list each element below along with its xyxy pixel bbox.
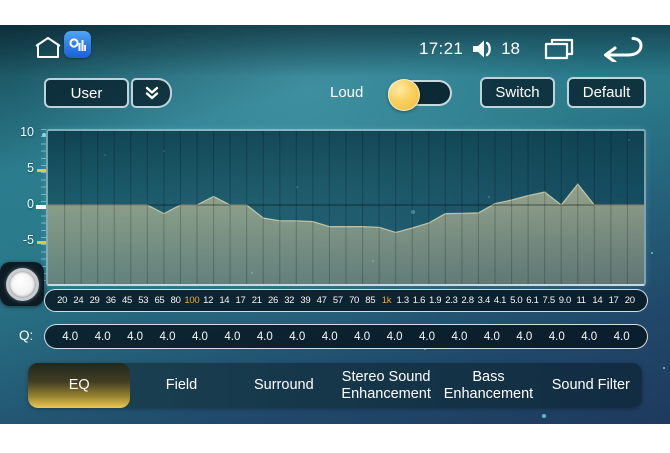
recent-apps-icon[interactable] — [542, 37, 576, 61]
q-value[interactable]: 4.0 — [613, 330, 630, 343]
default-button-label: Default — [582, 84, 631, 101]
band-select-knob[interactable] — [0, 262, 44, 306]
bottom-tab-bar: EQ Field Surround Stereo Sound Enhancement B… — [28, 363, 642, 408]
frequency-band-label[interactable]: 20 — [57, 295, 68, 306]
frequency-band-label[interactable]: 6.1 — [526, 295, 539, 306]
frequency-band-label[interactable]: 36 — [105, 295, 116, 306]
y-axis-tick-label: -5 — [22, 233, 34, 247]
q-value[interactable]: 4.0 — [256, 330, 273, 343]
preset-expand-button[interactable] — [131, 78, 172, 108]
volume-icon — [469, 38, 497, 60]
q-value[interactable]: 4.0 — [127, 330, 144, 343]
q-value[interactable]: 4.0 — [354, 330, 371, 343]
q-value[interactable]: 4.0 — [419, 330, 436, 343]
q-value[interactable]: 4.0 — [224, 330, 241, 343]
q-value[interactable]: 4.0 — [191, 330, 208, 343]
frequency-band-label[interactable]: 3.4 — [477, 295, 491, 306]
equalizer-app: 17:21 18 User — [0, 25, 670, 424]
frequency-band-label[interactable]: 80 — [170, 295, 181, 306]
frequency-band-label[interactable]: 24 — [73, 295, 84, 306]
q-values-row: 4.0 4.0 4.0 4.0 4.0 4.0 4.0 4.0 4.0 4.0 4.0 4.0 4.0 4… — [44, 324, 648, 349]
frequency-band-row: 20 24 29 36 45 53 65 80 100 12 14 17 21 26 32 39 47 57 70 8… — [44, 289, 648, 312]
y-axis-labels: 10 5 0 -5 — [10, 125, 34, 286]
frequency-band-label[interactable]: 11 — [576, 295, 586, 306]
switch-button-label: Switch — [495, 84, 540, 101]
tab-field[interactable]: Field — [165, 377, 198, 394]
frequency-band-label[interactable]: 39 — [300, 295, 311, 306]
frequency-band-label[interactable]: 17 — [235, 295, 246, 306]
tab-sound-filter[interactable]: Sound Filter — [551, 377, 630, 394]
preset-select-button[interactable]: User — [44, 78, 129, 108]
statusbar-right: 17:21 18 — [419, 34, 644, 64]
frequency-band-label[interactable]: 5.0 — [510, 295, 523, 306]
q-row-label: Q: — [19, 328, 34, 343]
preset-select-label: User — [70, 84, 103, 102]
q-value[interactable]: 4.0 — [516, 330, 533, 343]
frequency-band-label[interactable]: 1.6 — [412, 295, 426, 306]
q-value[interactable]: 4.0 — [581, 330, 598, 343]
frequency-band-label[interactable]: 45 — [122, 295, 132, 306]
tab-stereo-sound-enhancement[interactable]: Stereo Sound Enhancement — [341, 369, 431, 402]
default-button[interactable]: Default — [567, 77, 646, 108]
switch-button[interactable]: Switch — [480, 77, 555, 108]
frequency-band-label[interactable]: 26 — [267, 295, 278, 306]
frequency-band-label[interactable]: 21 — [251, 295, 262, 306]
loud-toggle[interactable] — [388, 79, 452, 111]
frequency-band-label[interactable]: 17 — [608, 295, 619, 306]
q-value[interactable]: 4.0 — [386, 330, 403, 343]
double-chevron-down-icon — [143, 85, 161, 101]
frequency-band-label[interactable]: 20 — [624, 295, 635, 306]
y-axis-tick-label: 10 — [20, 125, 34, 139]
frequency-band-label[interactable]: 14 — [592, 295, 603, 306]
statusbar-background — [0, 25, 670, 77]
y-axis-tick-label: 0 — [27, 197, 34, 211]
frequency-band-label[interactable]: 85 — [365, 295, 376, 306]
frequency-band-label[interactable]: 2.8 — [461, 295, 474, 306]
frequency-band-label[interactable]: 29 — [89, 295, 100, 306]
frequency-band-label[interactable]: 53 — [138, 295, 149, 306]
q-value[interactable]: 4.0 — [289, 330, 306, 343]
q-value[interactable]: 4.0 — [94, 330, 111, 343]
q-value[interactable]: 4.0 — [62, 330, 79, 343]
back-icon[interactable] — [598, 36, 644, 62]
y-axis-major-tick — [42, 133, 46, 137]
frequency-band-label[interactable]: 65 — [154, 295, 165, 306]
q-value[interactable]: 4.0 — [159, 330, 176, 343]
loud-label: Loud — [330, 84, 364, 101]
frequency-band-label[interactable]: 7.5 — [542, 295, 556, 306]
q-value[interactable]: 4.0 — [321, 330, 338, 343]
frequency-band-label[interactable]: 2.3 — [445, 295, 458, 306]
tab-surround[interactable]: Surround — [253, 377, 314, 394]
band-select-knob-dial[interactable] — [5, 267, 39, 301]
q-value[interactable]: 4.0 — [483, 330, 500, 343]
frequency-band-label[interactable]: 9.0 — [558, 295, 572, 306]
frequency-band-label[interactable]: 70 — [349, 295, 360, 306]
frequency-band-label[interactable]: 47 — [316, 295, 327, 306]
frequency-band-label[interactable]: 100 — [184, 295, 200, 306]
frequency-band-label[interactable]: 1.9 — [428, 295, 442, 306]
loud-toggle-knob[interactable] — [388, 79, 420, 111]
frequency-band-label[interactable]: 1k — [381, 295, 392, 306]
q-value[interactable]: 4.0 — [451, 330, 468, 343]
eq-curve-plot[interactable] — [46, 129, 646, 286]
y-axis-ruler — [36, 129, 46, 287]
volume-level: 18 — [501, 39, 520, 58]
frequency-band-label[interactable]: 12 — [203, 295, 214, 306]
q-value[interactable]: 4.0 — [548, 330, 565, 343]
eq-app-icon[interactable] — [64, 31, 91, 58]
y-axis-major-tick — [37, 241, 46, 244]
tab-bass-enhancement[interactable]: Bass Enhancement — [443, 369, 534, 402]
frequency-band-label[interactable]: 57 — [332, 295, 343, 306]
tab-eq[interactable]: EQ — [28, 363, 131, 408]
frequency-band-label[interactable]: 4.1 — [493, 295, 507, 306]
y-axis-major-tick — [36, 205, 46, 209]
y-axis-major-tick — [37, 169, 46, 172]
frequency-band-label[interactable]: 32 — [284, 295, 295, 306]
frequency-band-label[interactable]: 1.3 — [396, 295, 410, 306]
home-icon[interactable] — [33, 35, 63, 61]
frequency-band-label[interactable]: 14 — [219, 295, 230, 306]
y-axis-tick-label: 5 — [27, 161, 34, 175]
clock: 17:21 — [419, 39, 464, 58]
